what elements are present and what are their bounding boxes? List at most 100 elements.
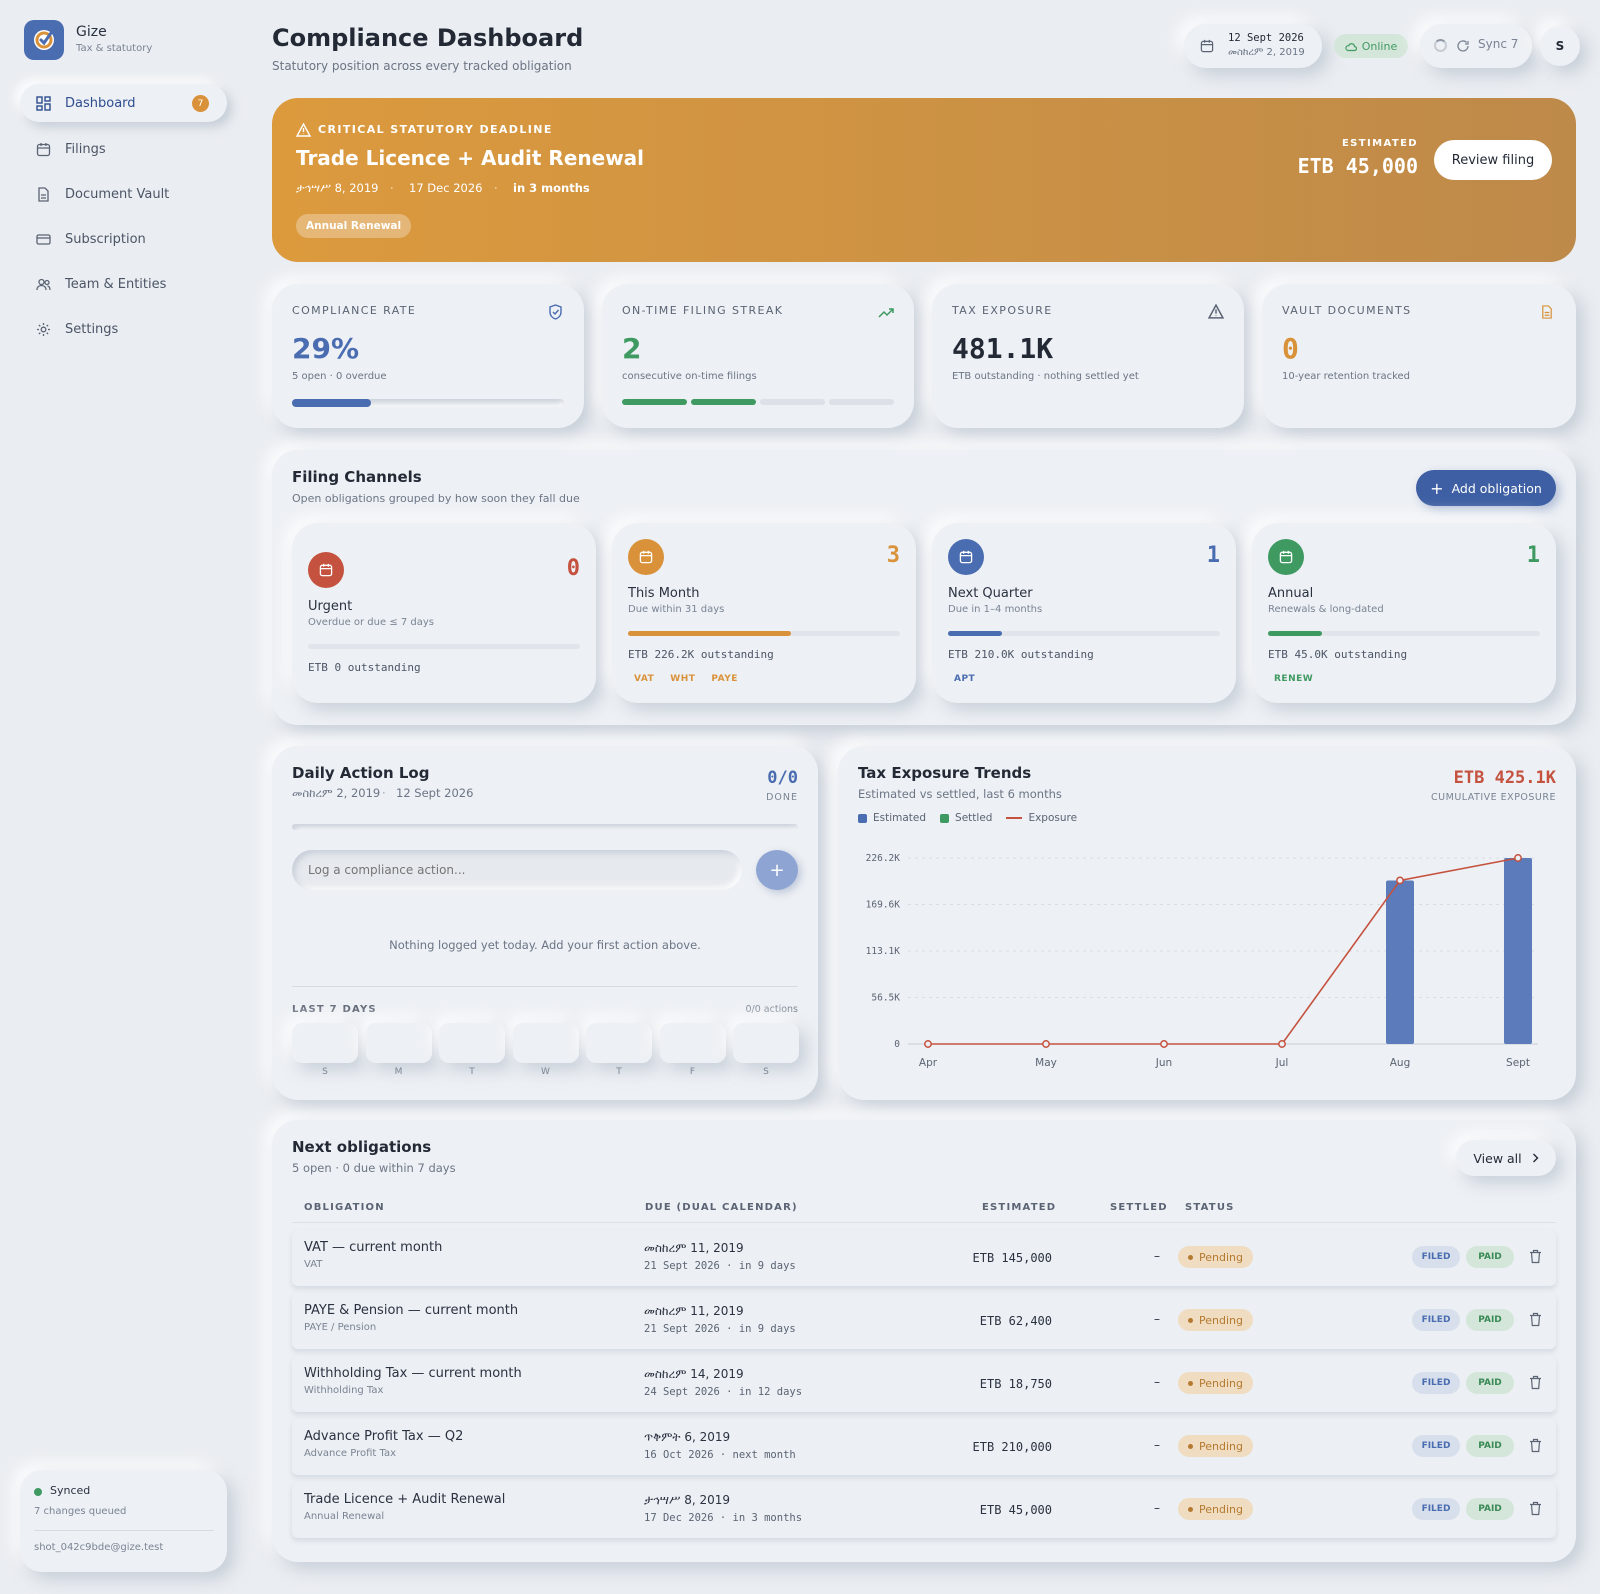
status-dot xyxy=(1188,1380,1193,1386)
section-title: Next obligations xyxy=(292,1138,432,1156)
obligation-type: Annual Renewal xyxy=(304,1511,385,1522)
estimated-amount: ETB 62,400 xyxy=(979,1314,1052,1328)
estimated-amount: ETB 210,000 xyxy=(972,1440,1052,1454)
bar-estimated xyxy=(1386,880,1414,1044)
exposure-point xyxy=(1042,1040,1050,1048)
settled-amount: – xyxy=(1154,1249,1160,1263)
column-header-due: DUE (DUAL CALENDAR) xyxy=(645,1202,798,1213)
add-obligation-button[interactable]: + Add obligation xyxy=(1416,470,1556,506)
channel-urgent[interactable]: 0 Urgent Overdue or due ≤ 7 days ETB 0 o… xyxy=(292,523,596,703)
chevron-right-icon xyxy=(1532,1151,1539,1166)
calendar-icon xyxy=(1200,38,1214,57)
table-header-divider xyxy=(292,1222,1556,1223)
channel-annual[interactable]: 1 Annual Renewals & long-dated ETB 45.0K… xyxy=(1252,523,1556,703)
done-label: DONE xyxy=(766,792,798,803)
table-row[interactable]: PAYE & Pension — current month PAYE / Pen… xyxy=(292,1293,1556,1349)
mark-filed-button[interactable]: FILED xyxy=(1412,1498,1460,1520)
sidebar-item-dashboard[interactable]: Dashboard 7 xyxy=(20,84,227,122)
legend-item-settled: Settled xyxy=(940,812,992,824)
log-date-ethiopian: መስከረም 2, 2019 xyxy=(292,786,381,800)
streak-segment xyxy=(622,399,687,405)
table-row[interactable]: Trade Licence + Audit Renewal Annual Rene… xyxy=(292,1482,1556,1538)
mark-paid-button[interactable]: PAID xyxy=(1466,1435,1514,1457)
sidebar-item-filings[interactable]: Filings xyxy=(20,130,227,168)
sidebar-item-document-vault[interactable]: Document Vault xyxy=(20,175,227,213)
dashboard-icon xyxy=(35,95,51,111)
mark-filed-button[interactable]: FILED xyxy=(1412,1309,1460,1331)
y-tick-label: 0 xyxy=(894,1039,900,1050)
channel-progress-track xyxy=(628,631,900,636)
mark-paid-button[interactable]: PAID xyxy=(1466,1372,1514,1394)
due-ethiopian: መስከረም 11, 2019 xyxy=(644,1304,744,1318)
sidebar-item-subscription[interactable]: Subscription xyxy=(20,220,227,258)
channel-desc: Due within 31 days xyxy=(628,604,725,615)
log-action-input[interactable] xyxy=(292,850,742,890)
divider xyxy=(292,986,798,987)
stat-label: TAX EXPOSURE xyxy=(952,304,1053,317)
sync-queued: 7 changes queued xyxy=(34,1506,127,1517)
trash-icon[interactable] xyxy=(1529,1312,1543,1328)
sync-button[interactable]: Sync 7 xyxy=(1420,24,1532,68)
channel-this-month[interactable]: 3 This Month Due within 31 days ETB 226.… xyxy=(612,523,916,703)
due-gregorian: 21 Sept 2026 · in 9 days xyxy=(644,1260,796,1272)
due-gregorian: 17 Dec 2026 · in 3 months xyxy=(644,1512,803,1524)
channel-tag: WHT xyxy=(670,674,696,684)
table-row[interactable]: Withholding Tax — current month Withholdi… xyxy=(292,1356,1556,1412)
gear-icon xyxy=(35,321,51,337)
section-subtitle: 5 open · 0 due within 7 days xyxy=(292,1161,456,1175)
day-label: S xyxy=(322,1067,328,1077)
plus-icon: + xyxy=(1430,478,1444,498)
date-ethiopian: መስከረም 2, 2019 xyxy=(1228,47,1305,58)
day-label: M xyxy=(394,1067,403,1077)
trash-icon[interactable] xyxy=(1529,1375,1543,1391)
mark-filed-button[interactable]: FILED xyxy=(1412,1435,1460,1457)
compliance-progress-fill xyxy=(292,399,371,407)
channel-name: Urgent xyxy=(308,599,353,614)
day-label: W xyxy=(541,1067,550,1077)
view-all-button[interactable]: View all xyxy=(1456,1140,1556,1176)
section-title: Daily Action Log xyxy=(292,764,430,782)
sidebar-item-team-entities[interactable]: Team & Entities xyxy=(20,265,227,303)
trash-icon[interactable] xyxy=(1529,1249,1543,1265)
banner-tag: Annual Renewal xyxy=(296,214,412,238)
mark-filed-button[interactable]: FILED xyxy=(1412,1246,1460,1268)
table-row[interactable]: Advance Profit Tax — Q2 Advance Profit Ta… xyxy=(292,1419,1556,1475)
trash-icon[interactable] xyxy=(1529,1438,1543,1454)
stat-value: 0 xyxy=(1282,332,1299,365)
stat-value: 29% xyxy=(292,332,360,365)
avatar[interactable]: S xyxy=(1540,26,1580,66)
mark-paid-button[interactable]: PAID xyxy=(1466,1246,1514,1268)
review-filing-button[interactable]: Review filing xyxy=(1434,140,1552,180)
obligation-type: PAYE / Pension xyxy=(304,1322,377,1333)
mark-paid-button[interactable]: PAID xyxy=(1466,1309,1514,1331)
x-tick-label: Aug xyxy=(1390,1057,1411,1069)
x-tick-label: Jun xyxy=(1155,1057,1172,1069)
legend-swatch xyxy=(940,813,950,823)
mark-filed-button[interactable]: FILED xyxy=(1412,1372,1460,1394)
sidebar-item-label: Document Vault xyxy=(65,186,170,202)
sidebar-item-settings[interactable]: Settings xyxy=(20,310,227,348)
table-row[interactable]: VAT — current month VAT መስከረም 11, 2019 21 S… xyxy=(292,1230,1556,1286)
cloud-icon xyxy=(1345,37,1357,56)
legend-item-estimated: Estimated xyxy=(858,812,926,824)
legend-item-exposure: Exposure xyxy=(1006,812,1077,824)
critical-deadline-banner: CRITICAL STATUTORY DEADLINE Trade Licenc… xyxy=(272,98,1576,262)
mark-paid-button[interactable]: PAID xyxy=(1466,1498,1514,1520)
trash-icon[interactable] xyxy=(1529,1501,1543,1517)
separator: · xyxy=(382,786,386,800)
add-log-button[interactable]: + xyxy=(756,850,798,890)
due-gregorian: 21 Sept 2026 · in 9 days xyxy=(644,1323,796,1335)
sidebar-item-label: Settings xyxy=(65,321,119,337)
y-tick-label: 56.5K xyxy=(871,993,900,1004)
compliance-progress-track xyxy=(292,399,564,407)
stat-value: 2 xyxy=(622,332,642,365)
y-tick-label: 113.1K xyxy=(866,946,901,957)
channel-desc: Renewals & long-dated xyxy=(1268,604,1384,615)
date-display[interactable]: 12 Sept 2026 መስከረም 2, 2019 xyxy=(1184,24,1322,68)
trending-up-icon xyxy=(878,304,894,320)
stat-value: 481.1K xyxy=(952,332,1054,365)
stat-label: VAULT DOCUMENTS xyxy=(1282,304,1412,317)
last-7-days-label: LAST 7 DAYS xyxy=(292,1004,377,1015)
bar-estimated xyxy=(1504,858,1532,1044)
channel-next-quarter[interactable]: 1 Next Quarter Due in 1–4 months ETB 210… xyxy=(932,523,1236,703)
